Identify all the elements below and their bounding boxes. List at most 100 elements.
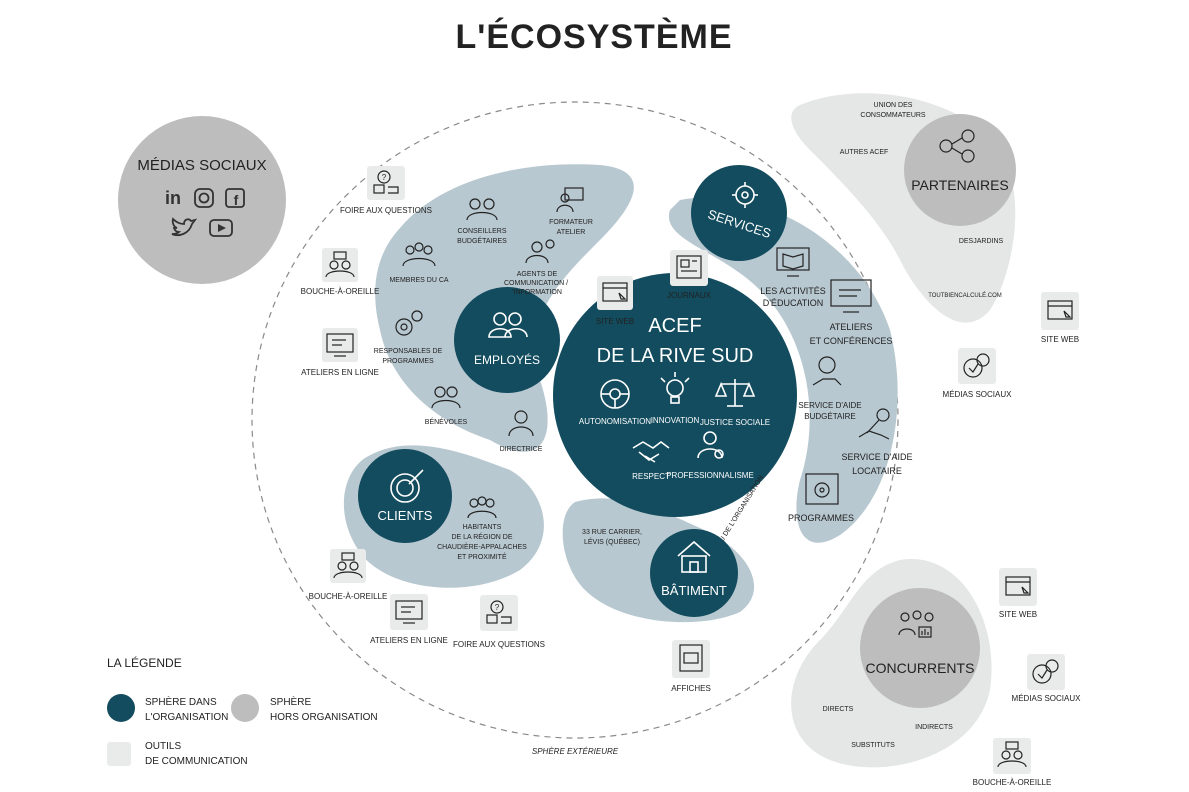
tool-site-web: SITE WEB bbox=[596, 317, 634, 326]
communication-agent-icon bbox=[525, 239, 555, 264]
member-directrice: DIRECTRICE bbox=[500, 446, 543, 453]
tool-ateliers-left: ATELIERS EN LIGNE bbox=[301, 368, 379, 377]
clients-description: HABITANTS DE LA RÉGION DE CHAUDIÈRE-APPALA… bbox=[437, 524, 527, 561]
house-icon bbox=[677, 540, 711, 573]
scales-icon bbox=[714, 379, 756, 407]
programs-icon bbox=[805, 473, 839, 505]
page-title: L'ÉCOSYSTÈME bbox=[455, 18, 732, 56]
target-icon bbox=[390, 469, 424, 503]
facebook-icon: f bbox=[225, 188, 245, 208]
tool-ateliers-bottom: ATELIERS EN LIGNE bbox=[370, 636, 448, 645]
concurrents-sphere bbox=[860, 588, 980, 708]
tool-foire-top: FOIRE AUX QUESTIONS bbox=[340, 206, 432, 215]
concurrents-label: CONCURRENTS bbox=[866, 660, 975, 676]
faq-icon: ? bbox=[486, 600, 512, 624]
book-monitor-icon bbox=[776, 247, 810, 277]
professional-icon bbox=[697, 431, 724, 459]
member-benevoles: BÉNÉVOLES bbox=[425, 417, 468, 426]
partenaires-tool-medias: MÉDIAS SOCIAUX bbox=[943, 390, 1013, 399]
bouche-bottom-tool-box bbox=[330, 549, 366, 583]
service-education: LES ACTIVITÉS D'ÉDUCATION bbox=[760, 286, 826, 308]
poster-icon bbox=[679, 644, 703, 672]
legend-tools-label: OUTILS DE COMMUNICATION bbox=[145, 741, 248, 767]
concurrent-indirects: INDIRECTS bbox=[915, 724, 953, 731]
legend-outside-swatch bbox=[231, 694, 259, 722]
svg-text:?: ? bbox=[382, 173, 387, 182]
legend-inside-swatch bbox=[107, 694, 135, 722]
employes-sphere bbox=[454, 287, 560, 393]
linkedin-icon: in bbox=[165, 188, 181, 208]
legend-tools-swatch bbox=[107, 742, 131, 766]
concurrents-bouche-tool-box bbox=[993, 738, 1031, 774]
value-justice-sociale: JUSTICE SOCIALE bbox=[700, 418, 770, 427]
partenaires-label: PARTENAIRES bbox=[911, 177, 1009, 193]
clients-label: CLIENTS bbox=[378, 508, 433, 523]
legend-outside-label: SPHÈRE HORS ORGANISATION bbox=[270, 695, 378, 723]
youtube-icon bbox=[209, 219, 233, 237]
partenaires-site-web-tool-box bbox=[1041, 292, 1079, 330]
service-programmes: PROGRAMMES bbox=[788, 513, 854, 523]
partenaires-sphere bbox=[904, 114, 1016, 226]
partenaire-autres-acef: AUTRES ACEF bbox=[840, 149, 889, 156]
word-of-mouth-icon bbox=[333, 552, 363, 579]
core-title-line1: ACEF bbox=[648, 315, 701, 337]
medias-sociaux-sphere bbox=[118, 116, 286, 284]
member-agents: AGENTS DE COMMUNICATION / 'INFORMATION bbox=[504, 271, 570, 296]
member-responsables: RESPONSABLES DE PROGRAMMES bbox=[374, 348, 443, 365]
gears-icon bbox=[395, 310, 423, 336]
batiment-sphere bbox=[650, 529, 738, 617]
service-ateliers: ATELIERS ET CONFÉRENCES bbox=[810, 322, 893, 346]
journaux-tool-box bbox=[670, 250, 708, 286]
word-of-mouth-icon bbox=[325, 251, 355, 278]
core-title-line2: DE LA RIVE SUD bbox=[597, 345, 754, 367]
medias-sociaux-label: MÉDIAS SOCIAUX bbox=[137, 157, 266, 174]
partenaire-union: UNION DES CONSOMMATEURS bbox=[860, 102, 926, 119]
concurrents-tool-site-web: SITE WEB bbox=[999, 610, 1037, 619]
newspaper-icon bbox=[676, 255, 702, 279]
outer-sphere-ring bbox=[251, 101, 899, 739]
key-hand-icon bbox=[858, 408, 890, 440]
concurrents-tool-bouche: BOUCHE-À-OREILLE bbox=[973, 778, 1052, 787]
svg-text:f: f bbox=[234, 192, 239, 208]
svg-text:in: in bbox=[165, 188, 181, 208]
member-ca: MEMBRES DU CA bbox=[389, 277, 448, 284]
service-locataire: SERVICE D'AIDE LOCATAIRE bbox=[841, 452, 912, 476]
trainer-icon bbox=[556, 187, 584, 213]
concurrents-tool-medias: MÉDIAS SOCIAUX bbox=[1012, 694, 1082, 703]
outer-sphere-label: SPHÈRE EXTÉRIEURE bbox=[532, 747, 619, 756]
settings-icon bbox=[732, 182, 758, 208]
tool-affiches: AFFICHES bbox=[671, 684, 711, 693]
legend-inside-label: SPHÈRE DANS L'ORGANISATION bbox=[145, 695, 228, 723]
concurrent-directs: DIRECTS bbox=[823, 706, 854, 713]
director-icon bbox=[508, 410, 534, 437]
budget-help-icon bbox=[812, 356, 842, 386]
twitter-icon bbox=[171, 217, 198, 237]
browser-icon bbox=[602, 282, 628, 302]
tool-bouche-bottom: BOUCHE-À-OREILLE bbox=[309, 592, 388, 601]
instagram-icon bbox=[194, 188, 214, 208]
word-of-mouth-icon bbox=[997, 741, 1027, 768]
value-professionnalisme: PROFESSIONNALISME bbox=[666, 471, 754, 480]
lightbulb-icon bbox=[660, 372, 690, 404]
employes-label: EMPLOYÉS bbox=[474, 352, 540, 367]
handshake-icon bbox=[632, 441, 670, 463]
bouche-left-tool-box bbox=[322, 248, 358, 282]
social-media-icon bbox=[963, 353, 990, 378]
partenaires-tool-site-web: SITE WEB bbox=[1041, 335, 1079, 344]
faq-icon: ? bbox=[373, 170, 399, 194]
value-autonomisation: AUTONOMISATION bbox=[579, 417, 651, 426]
legend-title: LA LÉGENDE bbox=[107, 655, 182, 670]
concurrents-site-web-tool-box bbox=[999, 568, 1037, 606]
partenaire-toutbiencalcule: TOUTBIENCALCULÉ.COM bbox=[928, 292, 1002, 299]
member-conseillers: CONSEILLERS BUDGÉTAIRES bbox=[457, 228, 507, 245]
advisors-icon bbox=[466, 198, 498, 221]
board-members-icon bbox=[402, 242, 436, 267]
volunteers-icon bbox=[431, 386, 461, 409]
batiment-label: BÂTIMENT bbox=[661, 583, 727, 598]
value-innovation: INNOVATION bbox=[651, 416, 700, 425]
browser-icon bbox=[1047, 300, 1073, 320]
presentation-icon bbox=[830, 279, 872, 313]
online-workshop-icon bbox=[326, 333, 354, 357]
tool-foire-bottom: FOIRE AUX QUESTIONS bbox=[453, 640, 545, 649]
partenaire-desjardins: DESJARDINS bbox=[959, 238, 1004, 245]
